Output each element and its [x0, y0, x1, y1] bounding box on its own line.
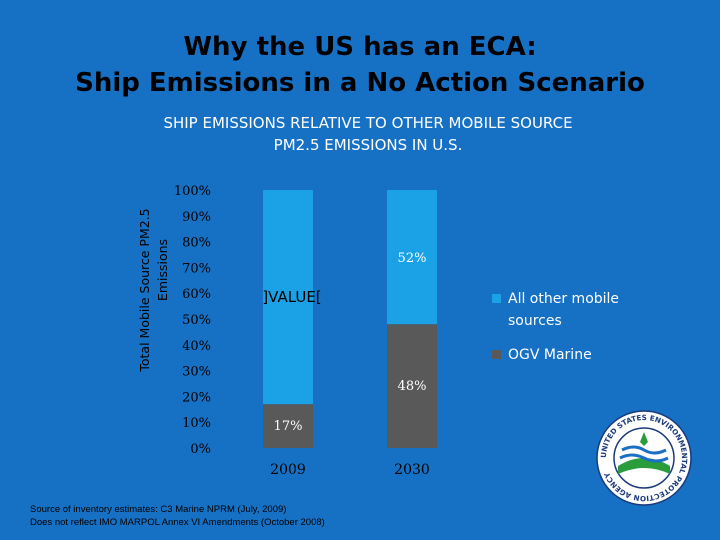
y-tick-label: 80% [182, 236, 211, 251]
legend-label-other: All other mobile sources [508, 291, 620, 329]
bar-segment [263, 190, 313, 405]
y-tick-label: 20% [182, 390, 211, 405]
y-tick-label: 50% [182, 313, 211, 328]
data-label: 52% [398, 251, 427, 266]
legend-item-other: All other mobile sources [492, 288, 658, 332]
chart-title-line2: PM2.5 EMISSIONS IN U.S. [273, 136, 463, 154]
bar-segment [263, 404, 313, 448]
data-label: 48% [398, 379, 427, 394]
x-tick-label: 2009 [270, 462, 306, 478]
y-axis-label-line2: Emissions [155, 239, 170, 301]
y-tick-label: 0% [190, 442, 211, 457]
legend-swatch-ogv [492, 350, 501, 359]
chart-title-line1: SHIP EMISSIONS RELATIVE TO OTHER MOBILE … [163, 114, 573, 132]
legend: All other mobile sources OGV Marine [492, 288, 658, 378]
source-line2: Does not reflect IMO MARPOL Annex VI Ame… [30, 517, 325, 528]
y-tick-label: 70% [182, 261, 211, 276]
legend-label-ogv: OGV Marine [508, 347, 592, 363]
x-tick-label: 2030 [394, 462, 430, 478]
legend-swatch-other [492, 294, 501, 303]
data-label: ]VALUE[ [262, 288, 321, 306]
source-line1: Source of inventory estimates: C3 Marine… [30, 504, 287, 515]
legend-item-ogv: OGV Marine [492, 344, 658, 366]
y-tick-label: 40% [182, 339, 211, 354]
data-label: 17% [274, 419, 303, 434]
y-tick-label: 90% [182, 210, 211, 225]
y-tick-label: 100% [174, 184, 211, 199]
source-note: Source of inventory estimates: C3 Marine… [30, 503, 325, 529]
chart-title: SHIP EMISSIONS RELATIVE TO OTHER MOBILE … [80, 112, 656, 156]
y-tick-label: 10% [182, 416, 211, 431]
slide-title-line1: Why the US has an ECA: [183, 32, 537, 62]
bar-segment [387, 190, 437, 325]
y-axis-label-line1: Total Mobile Source PM2.5 [137, 208, 152, 372]
epa-seal-icon: UNITED STATES ENVIRONMENTAL PROTECTION A… [596, 410, 692, 506]
bar-segment [387, 324, 437, 448]
y-tick-label: 60% [182, 287, 211, 302]
plot-area: 0% 10% 20% 30% 40% 50% 60% 70% 80% 90% 100% 17% ]VAL… [174, 184, 437, 478]
slide-title-line2: Ship Emissions in a No Action Scenario [75, 68, 645, 98]
y-tick-label: 30% [182, 365, 211, 380]
